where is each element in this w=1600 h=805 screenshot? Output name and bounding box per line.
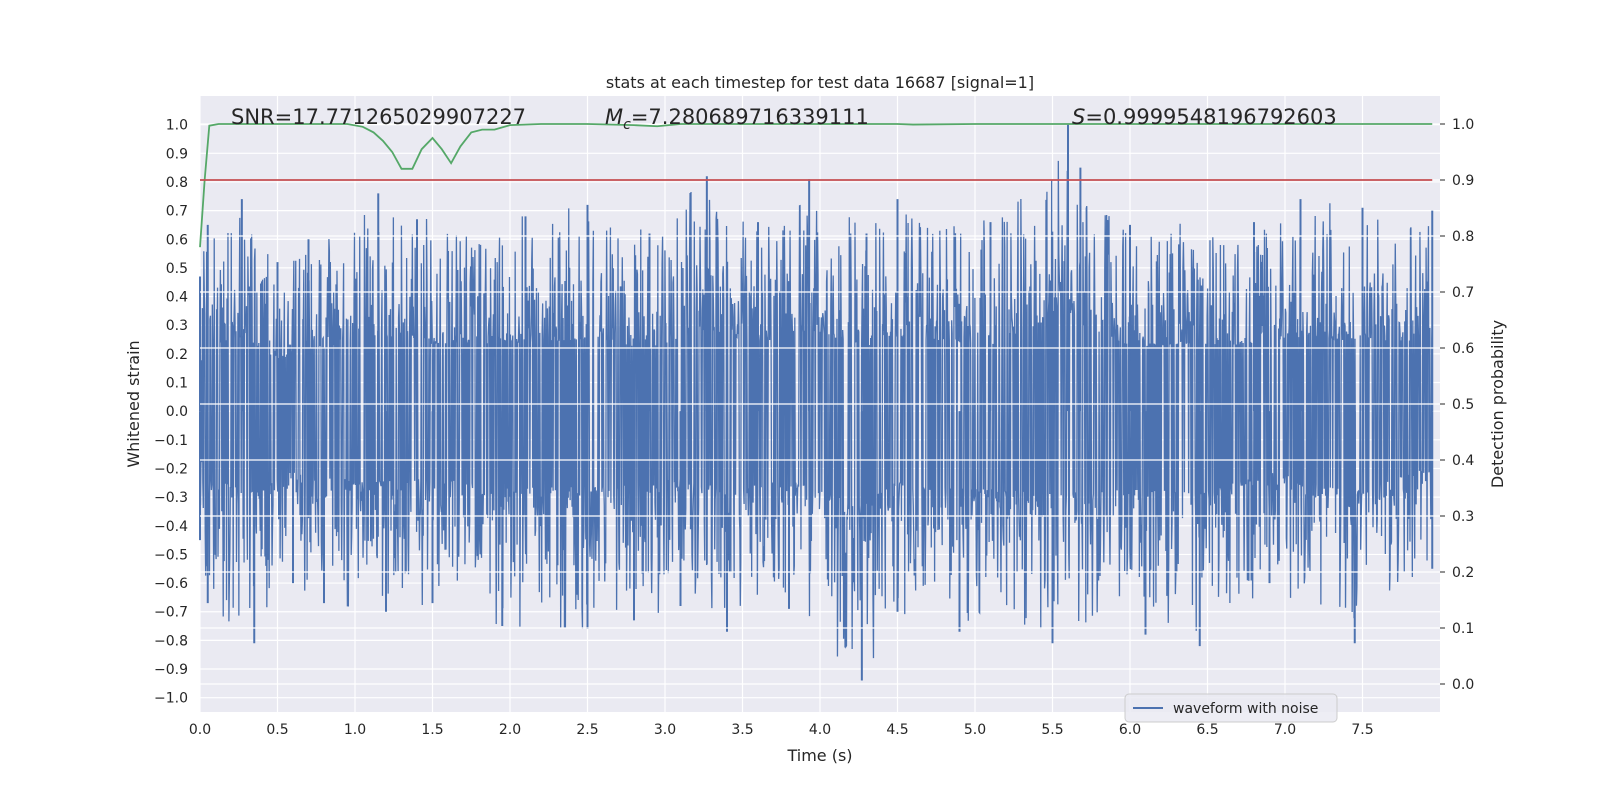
snr-annotation: SNR=17.771265029907227 [231, 105, 526, 129]
y-tick-label: 0.2 [166, 347, 188, 363]
y-tick-label: 0.6 [166, 232, 188, 248]
y-tick-label: 0.8 [166, 175, 188, 191]
detection-probability-line [199, 123, 1433, 248]
x-tick-label: 2.0 [499, 722, 521, 738]
y-tick-label: 0.1 [166, 376, 188, 392]
x-tick-label: 7.0 [1274, 722, 1296, 738]
y2-tick-label: 0.9 [1452, 173, 1474, 189]
x-tick-label: 0.5 [266, 722, 288, 738]
y-tick-label: −0.2 [154, 461, 188, 477]
y-tick-label: −0.9 [154, 662, 188, 678]
x-axis-label: Time (s) [786, 746, 852, 765]
y-tick-label: 0.5 [166, 261, 188, 277]
y-tick-label: −0.6 [154, 576, 188, 592]
legend-box [1124, 693, 1338, 723]
y2-tick-label: 0.7 [1452, 285, 1474, 301]
legend-entry-waveform: waveform with noise [1173, 701, 1318, 717]
y-tick-label: −0.1 [154, 433, 188, 449]
chirp-mass-value: =7.280689716339111 [631, 105, 869, 129]
y2-tick-label: 0.8 [1452, 229, 1474, 245]
y-tick-label: −0.5 [154, 547, 188, 563]
y2-axis-label: Detection probability [1488, 320, 1507, 488]
y-tick-label: 1.0 [166, 118, 188, 134]
x-tick-label: 5.0 [964, 722, 986, 738]
y-tick-labels: −1.0 −0.9 −0.8 −0.7 −0.6 −0.5 −0.4 −0.3 −0.2 −0.1… [154, 118, 188, 707]
y-axis-label: Whitened strain [124, 340, 143, 467]
y-tick-label: 0.0 [166, 404, 188, 420]
x-tick-label: 3.5 [731, 722, 753, 738]
x-tick-label: 6.5 [1196, 722, 1218, 738]
y-tick-label: 0.3 [166, 318, 188, 334]
chirp-mass-subscript: c [623, 117, 631, 133]
chart-title: stats at each timestep for test data 166… [606, 73, 1034, 92]
x-tick-label: 4.0 [809, 722, 831, 738]
x-tick-label: 1.5 [421, 722, 443, 738]
y-tick-label: −0.3 [154, 490, 188, 506]
y-tick-label: 0.9 [166, 146, 188, 162]
y2-tick-label: 0.4 [1452, 453, 1474, 469]
y-tick-label: −1.0 [154, 691, 188, 707]
y-tick-label: 0.4 [166, 290, 188, 306]
x-tick-label: 7.5 [1351, 722, 1373, 738]
legend: waveform with noise [1124, 693, 1338, 723]
score-symbol: S [1072, 105, 1085, 129]
chirp-mass-annotation: Mc=7.280689716339111 [605, 105, 869, 133]
y2-tick-label: 0.3 [1452, 509, 1474, 525]
y2-tick-label: 0.5 [1452, 397, 1474, 413]
x-tick-label: 2.5 [576, 722, 598, 738]
y-tick-label: −0.7 [154, 605, 188, 621]
score-value: =0.9999548196792603 [1085, 105, 1336, 129]
score-annotation: S=0.9999548196792603 [1072, 105, 1337, 129]
y-tick-label: 0.7 [166, 204, 188, 220]
y-tick-label: −0.4 [154, 519, 188, 535]
y2-tick-label: 0.2 [1452, 565, 1474, 581]
x-tick-label: 3.0 [654, 722, 676, 738]
y2-tick-label: 1.0 [1452, 117, 1474, 133]
probability-series-layer [199, 123, 1440, 685]
waveform-with-noise-line [199, 160, 1433, 659]
y2-tick-label: 0.1 [1452, 621, 1474, 637]
x-tick-label: 0.0 [189, 722, 211, 738]
x-tick-label: 6.0 [1119, 722, 1141, 738]
y2-tick-label: 0.0 [1452, 677, 1474, 693]
chirp-mass-symbol: M [605, 105, 623, 129]
x-tick-label: 5.5 [1041, 722, 1063, 738]
y-tick-label: −0.8 [154, 633, 188, 649]
strain-series-layer [199, 124, 1434, 681]
x-tick-labels: 0.0 0.5 1.0 1.5 2.0 2.5 3.0 3.5 4.0 4.5 5.0 5.5 6.0 6… [189, 722, 1374, 738]
x-tick-label: 4.5 [886, 722, 908, 738]
y2-tick-label: 0.6 [1452, 341, 1474, 357]
y2-tick-labels: 0.0 0.1 0.2 0.3 0.4 0.5 0.6 0.7 0.8 0.9 1.0 [1440, 117, 1474, 693]
x-tick-label: 1.0 [344, 722, 366, 738]
